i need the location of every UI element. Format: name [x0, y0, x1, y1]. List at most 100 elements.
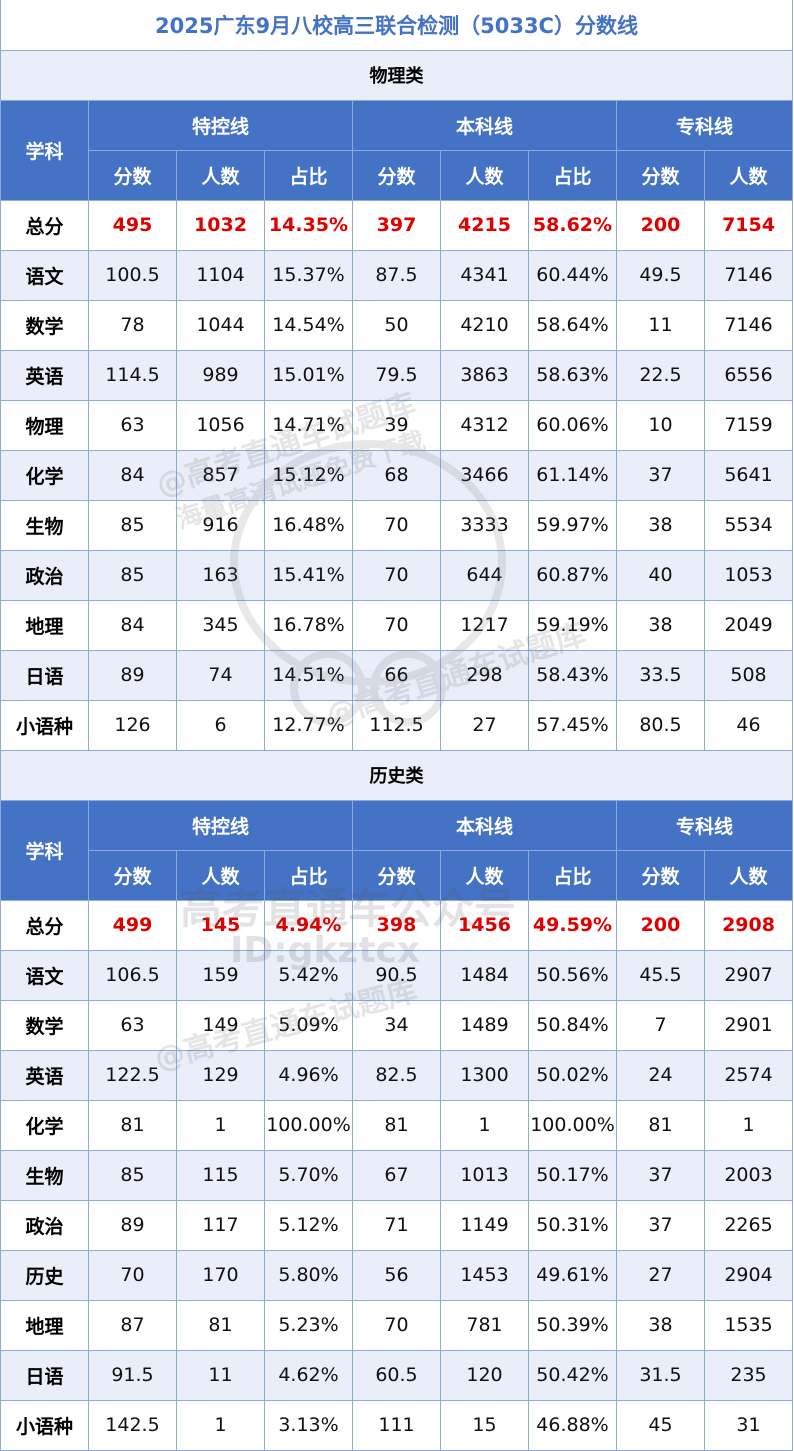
value-cell: 45.5 — [616, 949, 705, 1001]
subject-cell: 政治 — [0, 549, 89, 601]
table-row: 化学 84 857 15.12% 68 3466 61.14% 37 5641 — [0, 449, 794, 501]
table-row: 日语 89 74 14.51% 66 298 58.43% 33.5 508 — [0, 649, 794, 701]
header-group: 专科线 — [615, 99, 794, 151]
table-row: 地理 87 81 5.23% 70 781 50.39% 38 1535 — [0, 1299, 794, 1351]
subject-cell: 日语 — [0, 649, 89, 701]
subject-cell: 物理 — [0, 399, 89, 451]
value-cell: 3333 — [440, 499, 529, 551]
value-cell: 15.37% — [264, 249, 353, 301]
value-cell: 84 — [88, 449, 177, 501]
value-cell: 58.62% — [528, 199, 617, 251]
header-subcol: 分数 — [616, 149, 705, 201]
value-cell: 78 — [88, 299, 177, 351]
value-cell: 7146 — [703, 299, 794, 351]
value-cell: 58.64% — [528, 299, 617, 351]
value-cell: 7159 — [703, 399, 794, 451]
value-cell: 495 — [88, 199, 177, 251]
value-cell: 6556 — [703, 349, 794, 401]
value-cell: 1535 — [703, 1299, 794, 1351]
value-cell: 5.23% — [264, 1299, 353, 1351]
value-cell: 4312 — [440, 399, 529, 451]
value-cell: 1056 — [176, 399, 265, 451]
value-cell: 59.97% — [528, 499, 617, 551]
value-cell: 14.71% — [264, 399, 353, 451]
value-cell: 49.59% — [528, 899, 617, 951]
value-cell: 117 — [176, 1199, 265, 1251]
value-cell: 82.5 — [352, 1049, 441, 1101]
value-cell: 1053 — [703, 549, 794, 601]
subject-cell: 语文 — [0, 249, 89, 301]
table-row: 政治 89 117 5.12% 71 1149 50.31% 37 2265 — [0, 1199, 794, 1251]
subject-cell: 英语 — [0, 1049, 89, 1101]
header-subcol: 占比 — [528, 149, 617, 201]
value-cell: 57.45% — [528, 699, 617, 751]
value-cell: 3863 — [440, 349, 529, 401]
value-cell: 58.43% — [528, 649, 617, 701]
value-cell: 33.5 — [616, 649, 705, 701]
value-cell: 149 — [176, 999, 265, 1051]
header-subcol: 人数 — [703, 849, 794, 901]
value-cell: 50.17% — [528, 1149, 617, 1201]
header-subcol: 人数 — [703, 149, 794, 201]
value-cell: 106.5 — [88, 949, 177, 1001]
header-subcol: 分数 — [352, 149, 441, 201]
value-cell: 66 — [352, 649, 441, 701]
page-title: 2025广东9月八校高三联合检测（5033C）分数线 — [0, 0, 794, 51]
value-cell: 50.02% — [528, 1049, 617, 1101]
value-cell: 85 — [88, 1149, 177, 1201]
section-title: 历史类 — [0, 749, 794, 801]
value-cell: 4.62% — [264, 1349, 353, 1401]
table-row: 总分 499 145 4.94% 398 1456 49.59% 200 2908 — [0, 899, 794, 951]
value-cell: 91.5 — [88, 1349, 177, 1401]
header-subcol: 占比 — [264, 149, 353, 201]
value-cell: 298 — [440, 649, 529, 701]
value-cell: 38 — [616, 1299, 705, 1351]
value-cell: 16.48% — [264, 499, 353, 551]
value-cell: 1300 — [440, 1049, 529, 1101]
subject-cell: 小语种 — [0, 699, 89, 751]
value-cell: 100.00% — [528, 1099, 617, 1151]
table-row: 日语 91.5 11 4.62% 60.5 120 50.42% 31.5 235 — [0, 1349, 794, 1401]
value-cell: 170 — [176, 1249, 265, 1301]
value-cell: 120 — [440, 1349, 529, 1401]
table-row: 总分 495 1032 14.35% 397 4215 58.62% 200 7154 — [0, 199, 794, 251]
header-subcol: 占比 — [528, 849, 617, 901]
value-cell: 129 — [176, 1049, 265, 1101]
value-cell: 85 — [88, 499, 177, 551]
value-cell: 56 — [352, 1249, 441, 1301]
value-cell: 1032 — [176, 199, 265, 251]
table-row: 生物 85 916 16.48% 70 3333 59.97% 38 5534 — [0, 499, 794, 551]
value-cell: 11 — [176, 1349, 265, 1401]
value-cell: 50.84% — [528, 999, 617, 1051]
value-cell: 22.5 — [616, 349, 705, 401]
value-cell: 122.5 — [88, 1049, 177, 1101]
subject-cell: 政治 — [0, 1199, 89, 1251]
value-cell: 100.5 — [88, 249, 177, 301]
table-row: 小语种 142.5 1 3.13% 111 15 46.88% 45 31 — [0, 1399, 794, 1451]
value-cell: 31.5 — [616, 1349, 705, 1401]
value-cell: 59.19% — [528, 599, 617, 651]
subject-cell: 数学 — [0, 299, 89, 351]
value-cell: 7 — [616, 999, 705, 1051]
value-cell: 5.70% — [264, 1149, 353, 1201]
value-cell: 126 — [88, 699, 177, 751]
table-row: 历史 70 170 5.80% 56 1453 49.61% 27 2904 — [0, 1249, 794, 1301]
table-row: 政治 85 163 15.41% 70 644 60.87% 40 1053 — [0, 549, 794, 601]
header-group: 特控线 — [88, 799, 353, 851]
value-cell: 61.14% — [528, 449, 617, 501]
value-cell: 46 — [703, 699, 794, 751]
subject-cell: 总分 — [0, 899, 89, 951]
value-cell: 24 — [616, 1049, 705, 1101]
value-cell: 916 — [176, 499, 265, 551]
value-cell: 4210 — [440, 299, 529, 351]
value-cell: 5534 — [703, 499, 794, 551]
value-cell: 70 — [352, 499, 441, 551]
value-cell: 1489 — [440, 999, 529, 1051]
value-cell: 142.5 — [88, 1399, 177, 1451]
value-cell: 50 — [352, 299, 441, 351]
value-cell: 38 — [616, 499, 705, 551]
value-cell: 14.35% — [264, 199, 353, 251]
value-cell: 111 — [352, 1399, 441, 1451]
value-cell: 80.5 — [616, 699, 705, 751]
